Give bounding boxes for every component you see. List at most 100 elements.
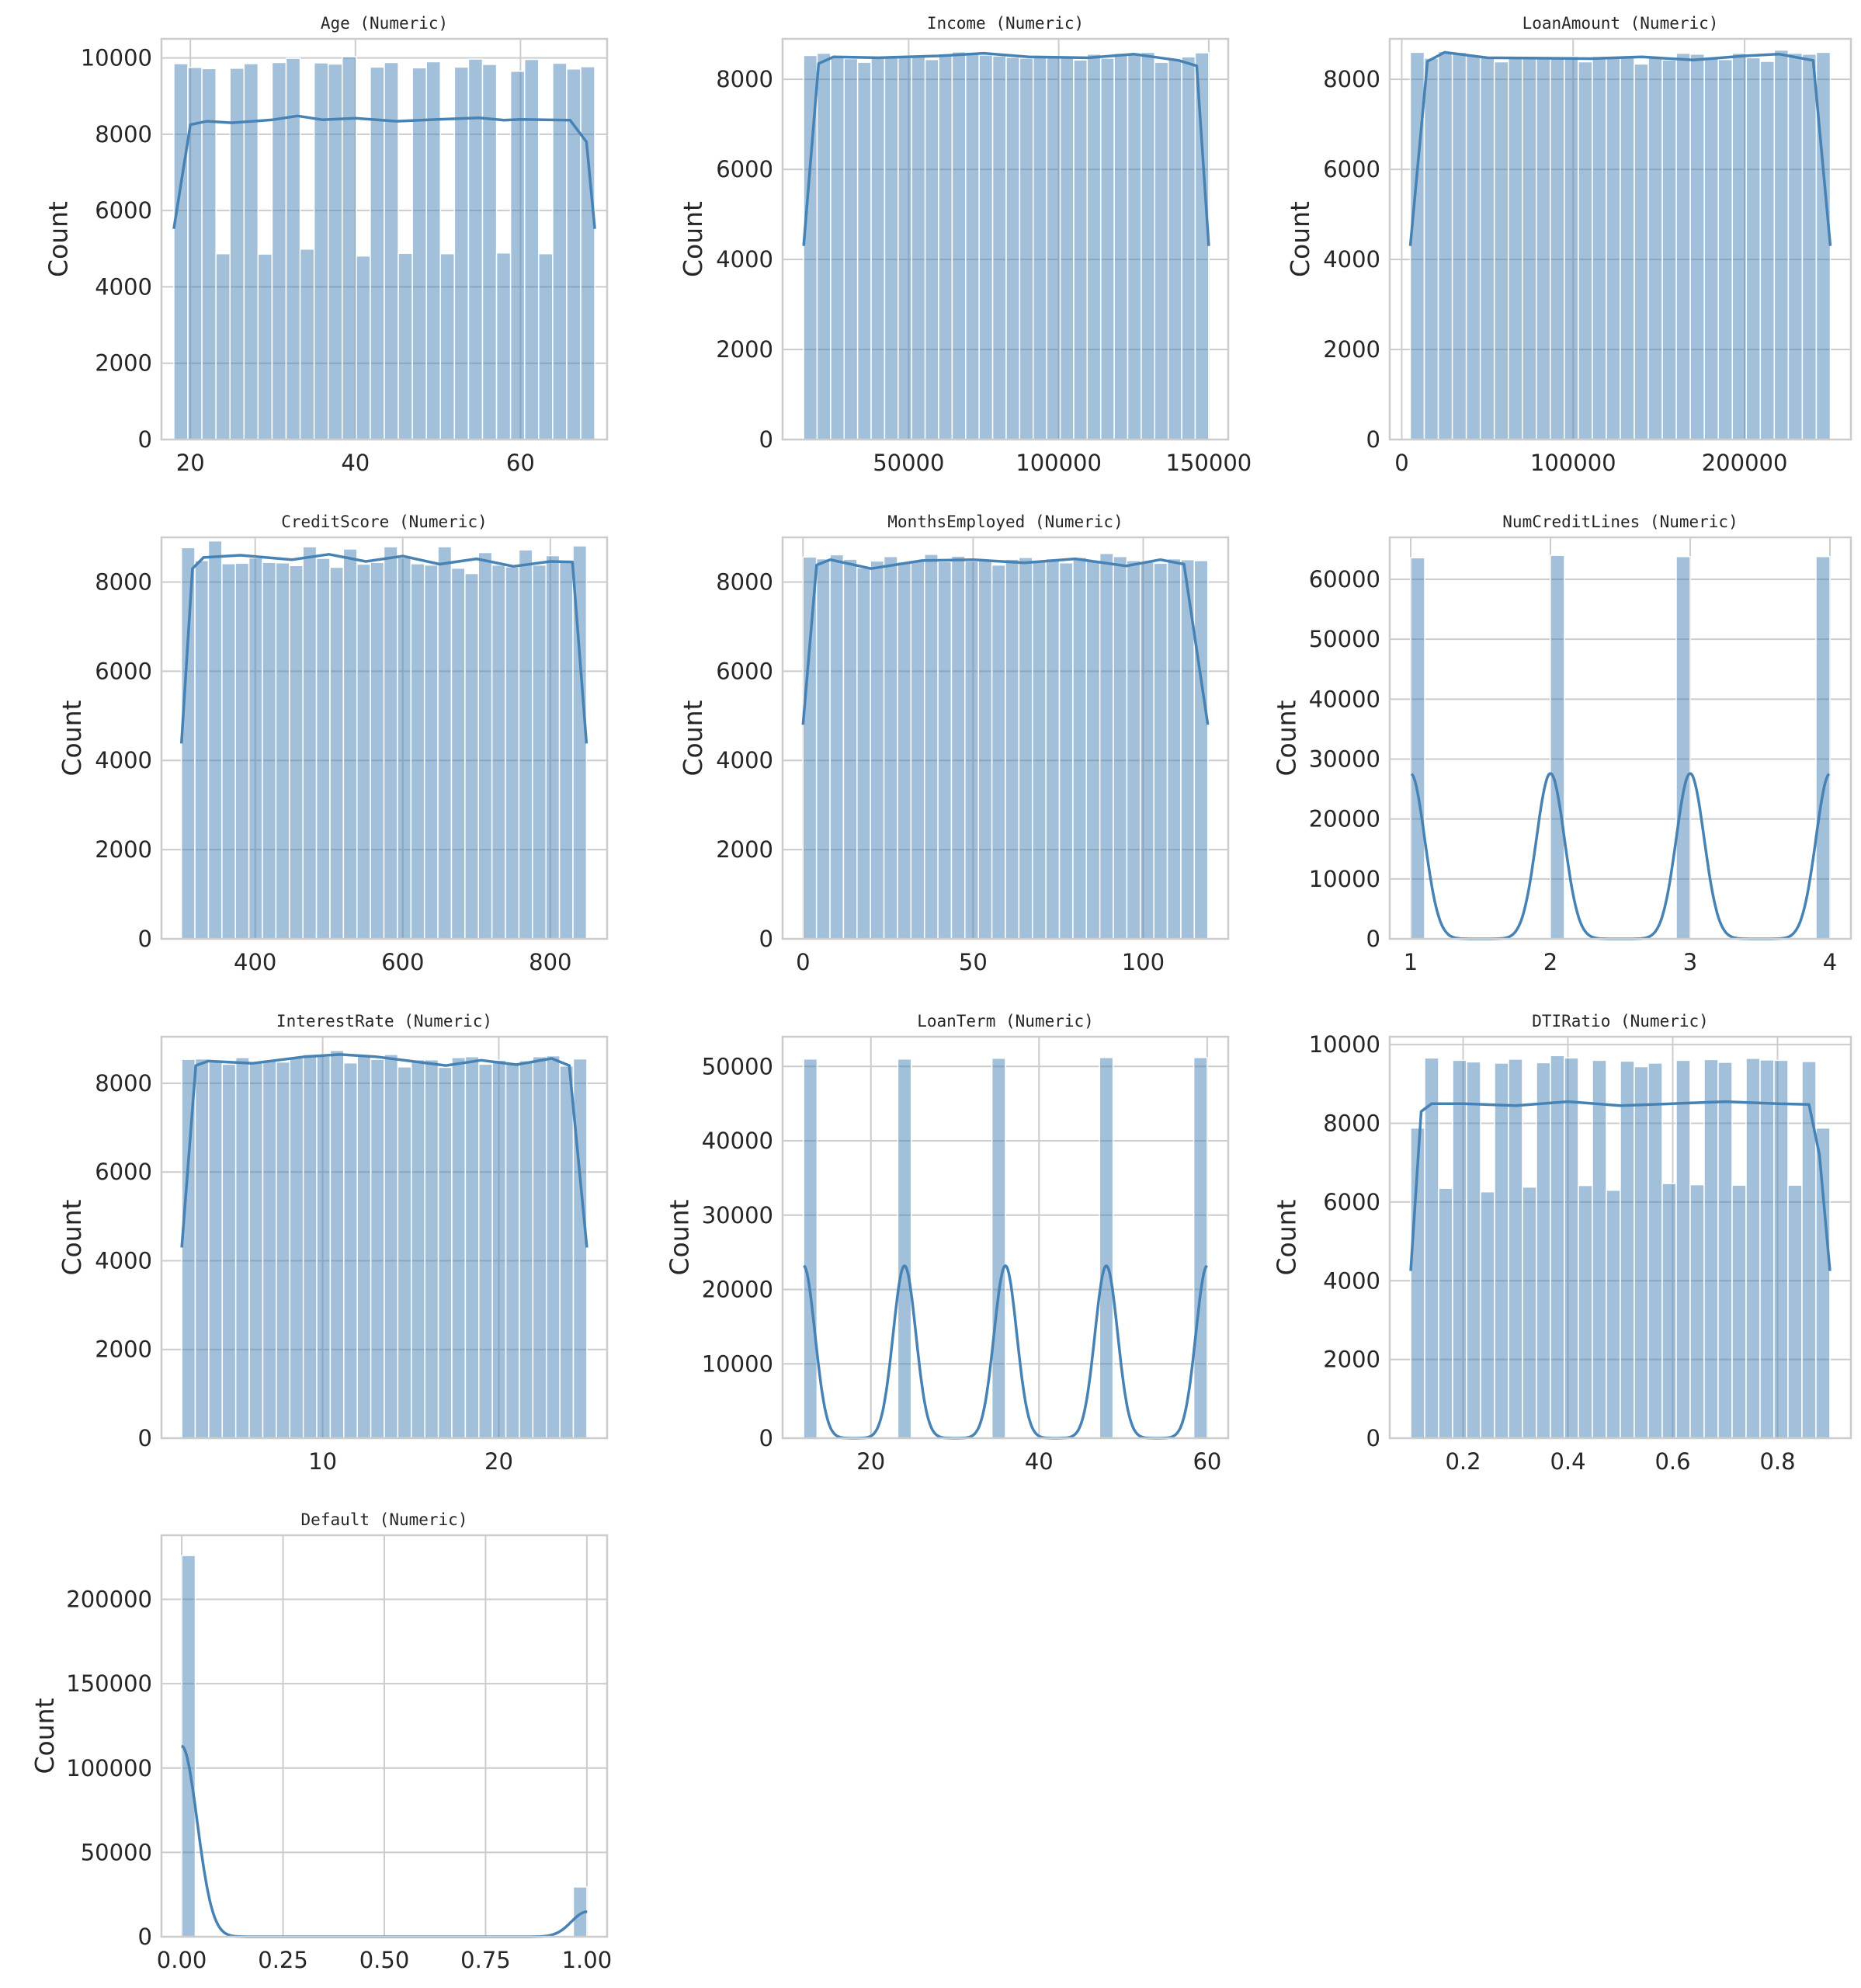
y-tick-label: 6000 bbox=[716, 658, 773, 684]
y-tick-label: 6000 bbox=[95, 197, 152, 224]
y-tick-label: 20000 bbox=[702, 1277, 773, 1303]
histogram-bar bbox=[1168, 59, 1182, 440]
histogram-panel: InterestRate (Numeric)020004000600080001… bbox=[57, 1012, 607, 1475]
histogram-bar bbox=[1467, 55, 1481, 440]
histogram-bar bbox=[1194, 561, 1207, 939]
histogram-panel: DTIRatio (Numeric) 0 2000 4000 6000 8000 10000… bbox=[1272, 1012, 1852, 1475]
histogram-bar bbox=[1662, 1183, 1676, 1438]
x-tick-label: 0 bbox=[796, 949, 810, 975]
panel-title: NumCreditLines (Numeric) bbox=[1502, 513, 1738, 531]
y-tick-label: 6000 bbox=[95, 658, 152, 684]
histogram-bar bbox=[195, 561, 208, 939]
x-tick-label: 60 bbox=[1193, 1448, 1221, 1475]
y-axis-label: Count bbox=[678, 201, 708, 277]
histogram-bar bbox=[1453, 52, 1467, 440]
x-tick-label: 0.75 bbox=[460, 1947, 511, 1973]
histogram-bar bbox=[581, 67, 595, 440]
y-tick-label: 8000 bbox=[716, 568, 773, 595]
panel-title: LoanAmount (Numeric) bbox=[1522, 14, 1719, 33]
histogram-bar bbox=[249, 1062, 262, 1438]
y-tick-label: 2000 bbox=[95, 1336, 152, 1363]
panel-title: Default (Numeric) bbox=[301, 1510, 468, 1529]
y-tick-label: 2000 bbox=[1323, 1347, 1380, 1373]
histogram-bar bbox=[258, 254, 272, 440]
histogram-bar bbox=[1453, 1060, 1467, 1438]
histogram-bar bbox=[1550, 555, 1564, 939]
x-tick-label: 20 bbox=[856, 1448, 885, 1475]
histogram-bar bbox=[1536, 1062, 1550, 1438]
x-tick-label: 1.00 bbox=[562, 1947, 613, 1973]
x-tick-label: 40 bbox=[1025, 1448, 1054, 1475]
histogram-bar bbox=[356, 256, 370, 440]
histogram-bar bbox=[497, 253, 511, 440]
histogram-bar bbox=[1690, 1185, 1704, 1438]
histogram-bar bbox=[1182, 57, 1195, 440]
histogram-bar bbox=[465, 1057, 478, 1438]
histogram-bar bbox=[384, 547, 398, 939]
histogram-bar bbox=[1704, 57, 1718, 440]
histogram-bar bbox=[506, 1063, 519, 1438]
histogram-bar bbox=[492, 1060, 505, 1438]
panel-title: InterestRate (Numeric) bbox=[276, 1012, 492, 1030]
x-tick-label: 0.8 bbox=[1759, 1448, 1795, 1475]
histogram-bar bbox=[1074, 60, 1087, 440]
histogram-bar bbox=[533, 565, 546, 939]
y-tick-label: 4000 bbox=[716, 246, 773, 273]
y-tick-label: 4000 bbox=[716, 747, 773, 773]
y-tick-label: 50000 bbox=[702, 1053, 773, 1079]
histogram-bar bbox=[425, 1060, 438, 1438]
y-tick-label: 8000 bbox=[95, 568, 152, 595]
histogram-bar bbox=[398, 558, 411, 939]
histogram-bar bbox=[1141, 52, 1154, 440]
histogram-bar bbox=[525, 60, 539, 440]
histogram-bar bbox=[911, 561, 924, 939]
histogram-bar bbox=[384, 1055, 398, 1438]
histogram-bar bbox=[898, 1059, 911, 1438]
x-tick-label: 100 bbox=[1122, 949, 1165, 975]
panel-title: Income (Numeric) bbox=[927, 14, 1084, 33]
histogram-bar bbox=[978, 560, 991, 939]
y-tick-label: 0 bbox=[138, 1924, 152, 1950]
histogram-bar bbox=[979, 55, 992, 440]
histogram-bar bbox=[249, 558, 262, 939]
histogram-bar bbox=[371, 1059, 384, 1438]
histogram-bar bbox=[174, 64, 188, 440]
histogram-bar bbox=[1481, 1192, 1495, 1438]
histogram-bar bbox=[1168, 559, 1181, 939]
y-tick-label: 8000 bbox=[95, 121, 152, 148]
histogram-bar bbox=[317, 558, 330, 939]
x-tick-label: 800 bbox=[529, 949, 571, 975]
panel-title: DTIRatio (Numeric) bbox=[1532, 1012, 1709, 1030]
y-tick-label: 10000 bbox=[81, 45, 152, 71]
histogram-bar bbox=[1550, 1055, 1564, 1438]
x-tick-label: 400 bbox=[234, 949, 276, 975]
x-tick-label: 0.4 bbox=[1550, 1448, 1585, 1475]
histogram-bar bbox=[1005, 559, 1019, 939]
x-tick-label: 20 bbox=[176, 450, 205, 476]
histogram-bar bbox=[1019, 58, 1033, 440]
x-tick-label: 0.50 bbox=[359, 1947, 410, 1973]
y-tick-label: 60000 bbox=[1309, 566, 1380, 593]
histogram-bar bbox=[1732, 54, 1746, 440]
histogram-bar bbox=[505, 567, 519, 939]
histogram-bar bbox=[1522, 1187, 1536, 1438]
x-tick-label: 0.6 bbox=[1654, 1448, 1690, 1475]
histogram-bar bbox=[1128, 53, 1141, 440]
y-axis-label: Count bbox=[678, 700, 708, 776]
histogram-bar bbox=[343, 549, 356, 939]
y-tick-label: 10000 bbox=[1309, 866, 1380, 892]
histogram-bar bbox=[262, 1060, 276, 1438]
histogram-bar bbox=[304, 1055, 317, 1438]
y-axis-label: Count bbox=[1285, 201, 1315, 277]
histogram-bar bbox=[411, 1060, 425, 1438]
histogram-bar bbox=[235, 563, 248, 939]
x-tick-label: 2 bbox=[1543, 949, 1557, 975]
histogram-bar bbox=[911, 55, 925, 440]
histogram-panel: LoanTerm (Numeric) 0 10000 20000 30000 40000 5… bbox=[665, 1012, 1229, 1475]
x-tick-label: 600 bbox=[381, 949, 424, 975]
x-tick-label: 200000 bbox=[1702, 450, 1788, 476]
y-tick-label: 100000 bbox=[66, 1755, 152, 1781]
histogram-bar bbox=[939, 54, 952, 440]
histogram-bar bbox=[1033, 57, 1047, 440]
